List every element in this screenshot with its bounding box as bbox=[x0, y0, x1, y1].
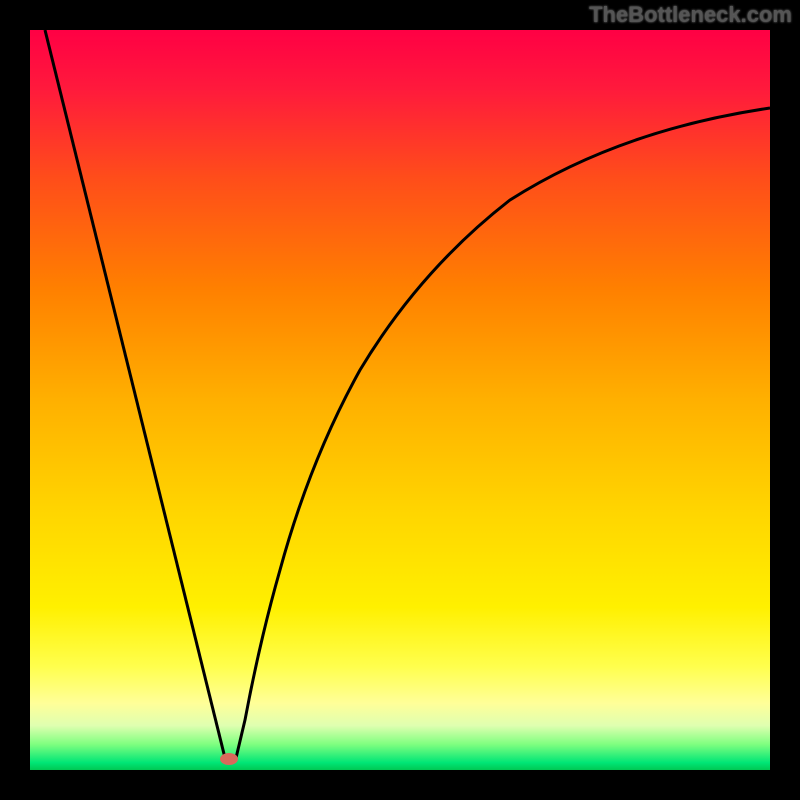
minimum-marker bbox=[220, 753, 238, 765]
chart-container: TheBottleneck.com bbox=[0, 0, 800, 800]
chart-svg bbox=[0, 0, 800, 800]
plot-background bbox=[30, 30, 770, 770]
watermark-text: TheBottleneck.com bbox=[589, 2, 792, 28]
